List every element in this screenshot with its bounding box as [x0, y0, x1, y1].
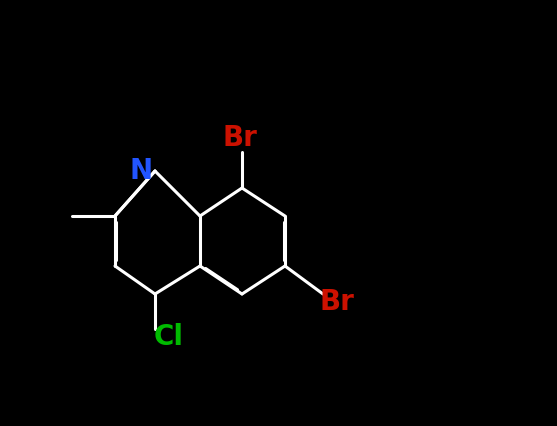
Text: Br: Br [223, 124, 257, 152]
Text: Cl: Cl [154, 323, 184, 351]
Text: Br: Br [320, 288, 354, 316]
Text: N: N [129, 157, 153, 185]
